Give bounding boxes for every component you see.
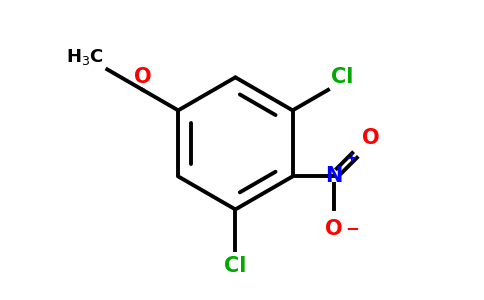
Text: −: −	[346, 219, 359, 237]
Text: O: O	[325, 219, 342, 239]
Text: H$_3$C: H$_3$C	[66, 47, 104, 67]
Text: Cl: Cl	[331, 67, 353, 87]
Text: +: +	[346, 151, 357, 164]
Text: N: N	[325, 167, 342, 186]
Text: O: O	[362, 128, 379, 148]
Text: O: O	[134, 67, 151, 87]
Text: Cl: Cl	[224, 256, 246, 276]
